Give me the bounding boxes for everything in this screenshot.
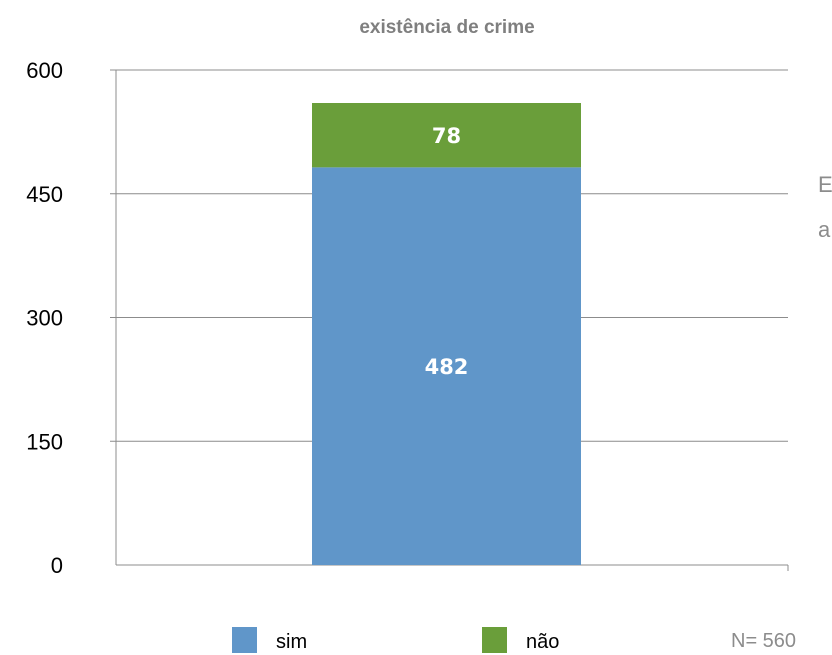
y-tick-label: 600 <box>26 58 63 83</box>
bar-stack: 482 78 <box>312 103 581 565</box>
legend-swatch-sim <box>232 627 257 653</box>
legend: sim não <box>232 627 559 653</box>
y-tick-label: 0 <box>51 553 63 578</box>
side-text-line-2: a <box>818 217 831 242</box>
legend-label: não <box>526 631 559 653</box>
legend-swatch-não <box>482 627 507 653</box>
chart-title: existência de crime <box>359 17 534 38</box>
side-text-line-1: E <box>818 172 832 197</box>
y-axis-ticks: 0 150 300 450 600 <box>26 58 63 578</box>
data-label: 482 <box>425 355 469 379</box>
sample-size-note: N= 560 <box>731 630 796 652</box>
legend-label: sim <box>276 631 307 653</box>
y-tick-label: 450 <box>26 182 63 207</box>
data-label: 78 <box>432 124 461 148</box>
y-tick-label: 150 <box>26 429 63 454</box>
y-tick-label: 300 <box>26 306 63 331</box>
